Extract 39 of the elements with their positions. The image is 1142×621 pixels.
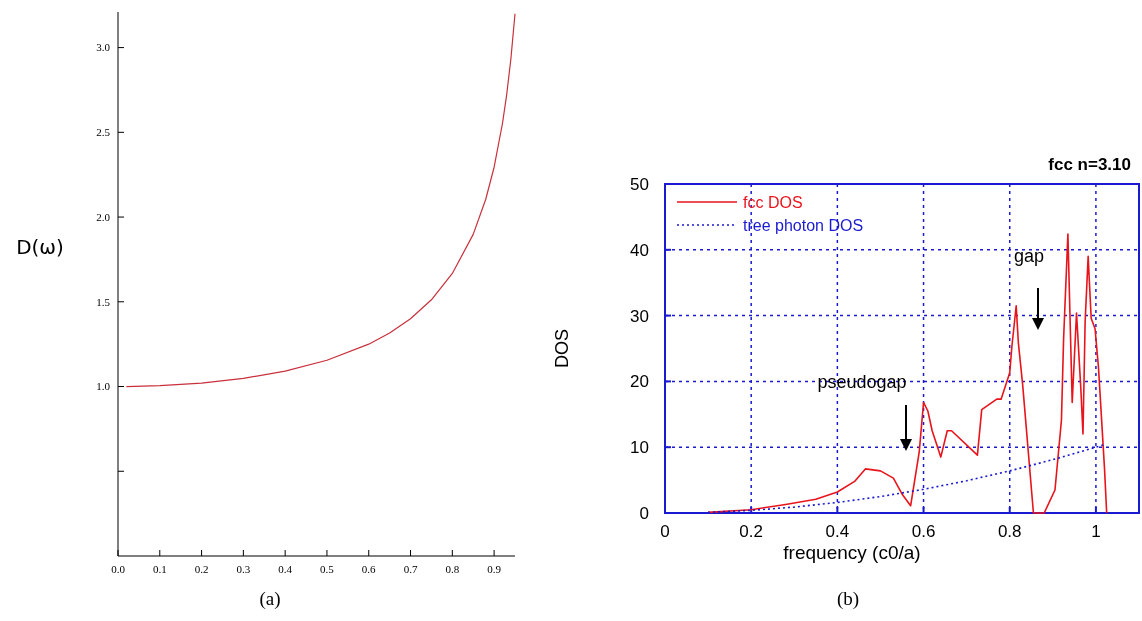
y-tick-label: 3.0 xyxy=(96,41,111,54)
line-series xyxy=(707,233,1108,514)
x-axis-title: frequency (c0/a) xyxy=(783,542,921,563)
x-tick-label: 0.7 xyxy=(403,563,418,575)
text: (a) xyxy=(259,588,281,610)
x-tick-label: 0.2 xyxy=(194,563,209,575)
annotation: pseudogap xyxy=(817,372,907,392)
x-tick-label: 0.8 xyxy=(445,563,460,575)
y-axis-title: D(ω) xyxy=(16,235,64,259)
y-tick-label: 2.5 xyxy=(96,126,111,139)
y-axis-title: DOS xyxy=(552,328,572,369)
y-tick-label: 40 xyxy=(630,240,649,260)
y-tick-label: 10 xyxy=(630,438,649,458)
annotation: gap xyxy=(1013,246,1045,266)
text: (b) xyxy=(836,588,860,610)
x-tick-label: 0.4 xyxy=(825,522,850,541)
y-tick-label: 1.5 xyxy=(96,295,111,308)
legend-label: tree photon DOS xyxy=(743,216,864,234)
x-tick-label: 1 xyxy=(1091,522,1101,541)
y-tick-label: 0 xyxy=(639,503,649,523)
y-tick-label: 30 xyxy=(630,306,649,326)
x-tick-label: 0.9 xyxy=(487,563,502,575)
x-tick-label: 0.5 xyxy=(320,563,335,575)
chart-title: fcc n=3.10 xyxy=(1048,155,1131,174)
x-tick-label: 0.2 xyxy=(739,522,763,541)
x-tick-label: 0.0 xyxy=(111,563,126,575)
y-tick-label: 1.0 xyxy=(96,380,111,393)
line-series xyxy=(125,13,516,388)
y-tick-label: 2.0 xyxy=(96,210,111,223)
x-tick-label: 0.1 xyxy=(152,563,167,575)
x-tick-label: 0 xyxy=(660,522,670,541)
x-tick-label: 0.4 xyxy=(278,563,293,575)
x-tick-label: 0.3 xyxy=(236,563,251,575)
legend-label: fcc DOS xyxy=(743,193,803,211)
x-tick-label: 0.6 xyxy=(911,522,936,541)
x-tick-label: 0.6 xyxy=(361,563,377,575)
x-tick-label: 0.8 xyxy=(997,522,1022,541)
y-tick-label: 20 xyxy=(630,372,649,392)
y-tick-label: 50 xyxy=(630,174,649,194)
